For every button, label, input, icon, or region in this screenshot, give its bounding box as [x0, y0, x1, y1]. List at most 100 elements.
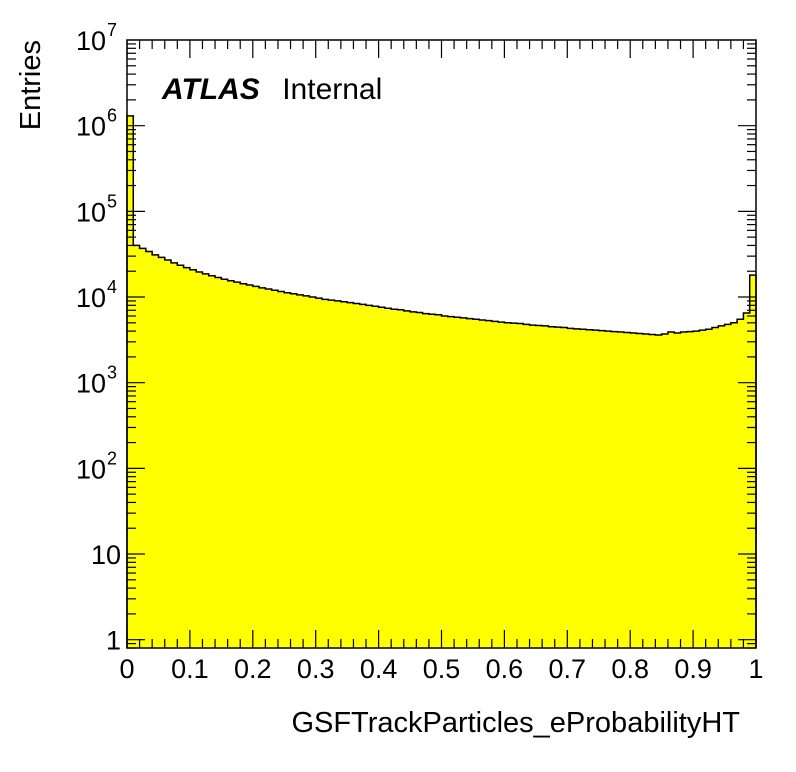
histogram-outline — [126, 115, 757, 648]
histogram-bar — [711, 327, 719, 648]
histogram-bar — [554, 327, 562, 648]
histogram-bar — [529, 325, 537, 648]
histogram-bar — [567, 328, 575, 648]
y-tick-exponent: 5 — [107, 191, 117, 211]
histogram-bar — [630, 333, 638, 648]
histogram-bar — [391, 309, 399, 648]
histogram-bar — [227, 280, 235, 648]
histogram-bar — [586, 329, 594, 648]
histogram-bar — [233, 282, 241, 648]
y-tick-label: 10 — [76, 454, 106, 484]
y-tick-exponent: 2 — [107, 448, 117, 468]
histogram-bar — [479, 319, 487, 648]
histogram-bar — [334, 300, 342, 648]
histogram-bar — [315, 298, 323, 648]
histogram-bar — [353, 303, 361, 648]
histogram-bar — [328, 300, 336, 648]
histogram-bar — [221, 279, 229, 648]
histogram-bar — [271, 290, 279, 648]
histogram-bar — [183, 267, 191, 648]
histogram-bar — [649, 334, 656, 648]
histogram-bar — [516, 323, 524, 648]
histogram-bar — [623, 332, 631, 648]
histogram-bar — [208, 275, 216, 648]
x-tick-label: 0.4 — [360, 654, 398, 684]
histogram-bar — [296, 294, 304, 648]
histogram-bar — [472, 319, 480, 648]
histogram-bar — [252, 286, 260, 648]
atlas-bold-label: ATLAS — [161, 73, 260, 106]
histogram-bar — [435, 314, 443, 648]
histogram-bar — [366, 305, 373, 648]
y-axis-title: Entries — [15, 40, 47, 130]
histogram-bar — [674, 333, 682, 648]
x-tick-label: 0.1 — [171, 654, 209, 684]
histogram-bar — [705, 329, 713, 648]
histogram-bar — [397, 309, 405, 648]
y-tick-label: 1 — [106, 626, 121, 656]
y-tick-label: 10 — [76, 26, 106, 56]
histogram-bar — [127, 115, 134, 649]
histogram-bar — [523, 324, 531, 648]
histogram-bar — [661, 334, 669, 648]
y-tick-label: 10 — [91, 540, 121, 570]
histogram-bar — [718, 325, 726, 648]
histogram-bar — [548, 326, 556, 648]
histogram-bar — [284, 292, 292, 648]
histogram-bar — [504, 322, 512, 648]
histogram-bar — [667, 332, 675, 648]
histogram-bar — [491, 321, 499, 648]
histogram-bar — [359, 304, 367, 648]
x-tick-label: 0 — [119, 654, 134, 684]
axis-ticks — [126, 40, 757, 649]
histogram-bar — [466, 318, 474, 648]
histogram-bar — [617, 332, 625, 648]
histogram-bar — [680, 332, 688, 648]
histogram-bar — [422, 313, 430, 648]
histogram-bar — [347, 302, 355, 648]
y-tick-exponent: 7 — [107, 20, 117, 40]
histogram-bar — [372, 306, 380, 648]
x-axis-title: GSFTrackParticles_eProbabilityHT — [291, 707, 740, 739]
histogram-bar — [196, 271, 204, 648]
histogram-bar — [277, 291, 285, 648]
y-tick-exponent: 4 — [107, 277, 117, 297]
histogram-bars — [126, 115, 757, 649]
y-tick-exponent: 3 — [107, 363, 117, 383]
x-tick-label: 0.2 — [234, 654, 272, 684]
histogram-bar — [215, 277, 222, 648]
y-tick-label: 10 — [76, 112, 106, 142]
histogram-bar — [259, 287, 266, 648]
histogram-bar — [177, 265, 185, 648]
histogram-bar — [730, 322, 738, 648]
x-tick-label: 1 — [748, 654, 763, 684]
y-tick-exponent: 6 — [107, 106, 117, 126]
histogram-bar — [145, 251, 153, 648]
histogram-bar — [410, 311, 417, 648]
histogram-bar — [743, 313, 751, 648]
histogram-bar — [737, 319, 745, 648]
histogram-bar — [158, 257, 166, 648]
histogram-bar — [447, 316, 455, 648]
histogram-bar — [592, 330, 600, 648]
histogram-bar — [290, 293, 298, 648]
histogram-bar — [265, 289, 273, 648]
histogram-bar — [246, 285, 254, 648]
histogram-bar — [428, 314, 436, 648]
atlas-internal-label: Internal — [282, 73, 382, 106]
histogram-bar — [636, 333, 644, 648]
histogram-bar — [378, 307, 386, 648]
x-tick-label: 0.9 — [674, 654, 712, 684]
histogram-bar — [441, 316, 449, 648]
histogram-bar — [510, 323, 518, 648]
histogram-bar — [642, 334, 650, 648]
histogram-bar — [498, 322, 505, 648]
histogram-bar — [561, 327, 568, 648]
histogram-bar — [605, 331, 612, 648]
y-tick-label: 10 — [76, 197, 106, 227]
histogram-bar — [460, 317, 468, 648]
histogram-bar — [303, 295, 311, 648]
histogram-bar — [598, 330, 606, 648]
histogram-bar — [699, 330, 707, 648]
